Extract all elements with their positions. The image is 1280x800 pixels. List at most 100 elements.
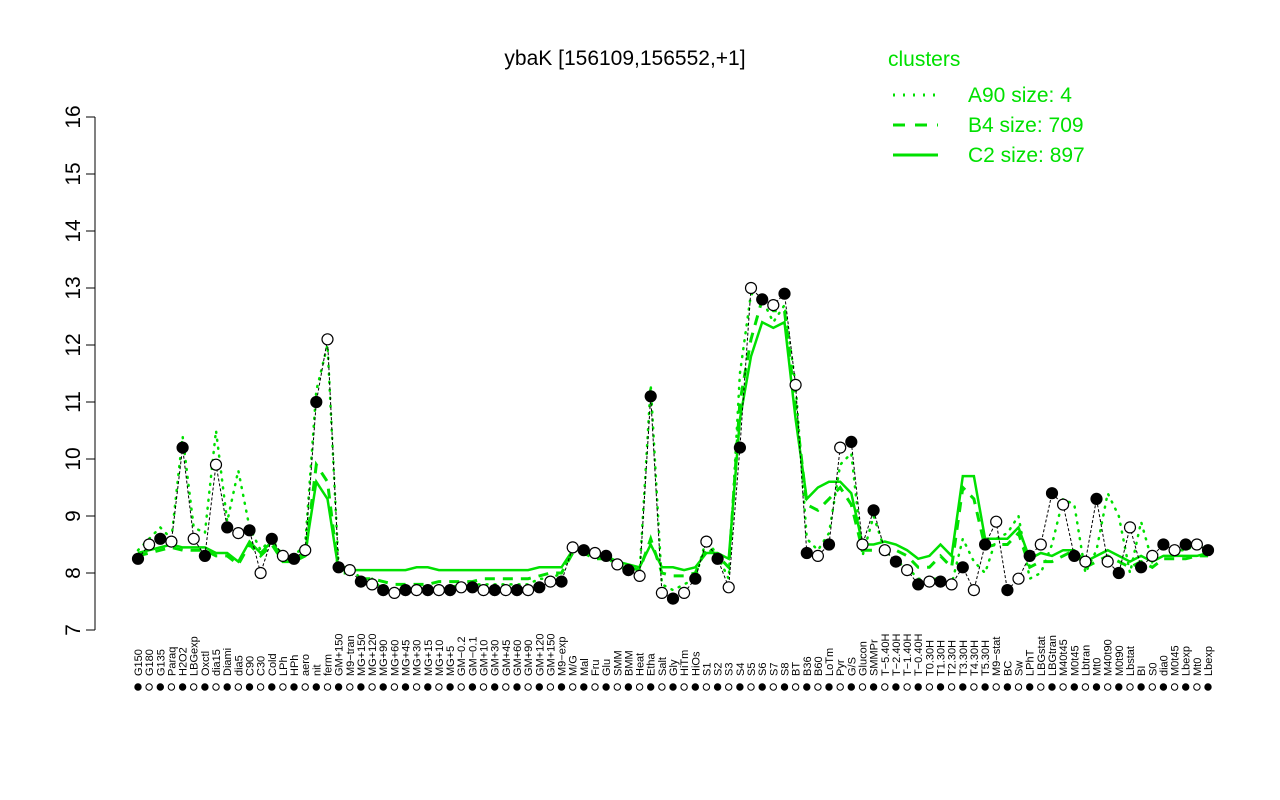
x-tick-label: MG+45	[401, 640, 413, 676]
x-tick-label: Cold	[267, 653, 279, 676]
data-point	[744, 281, 758, 295]
x-marker	[613, 683, 621, 691]
data-point	[243, 524, 256, 537]
x-marker	[803, 683, 811, 691]
x-marker	[814, 683, 822, 691]
x-marker	[791, 683, 800, 691]
x-marker	[312, 683, 320, 691]
x-marker	[279, 683, 287, 691]
x-tick-label: S6	[757, 663, 769, 676]
x-tick-label: Oxctl	[200, 651, 212, 676]
x-tick-label: Lbexp	[1203, 646, 1215, 676]
data-point	[1101, 555, 1114, 568]
data-point	[856, 538, 869, 551]
x-marker	[546, 683, 555, 691]
x-marker	[769, 683, 777, 691]
x-marker	[1026, 683, 1034, 691]
data-point	[299, 544, 312, 557]
x-tick-label: Lbstat	[1125, 646, 1137, 676]
x-tick-label: Sw	[1014, 661, 1026, 676]
x-tick-label: M9−exp	[557, 637, 569, 676]
x-tick-label: G150	[133, 649, 145, 676]
x-marker	[167, 683, 176, 691]
data-point	[666, 592, 680, 605]
x-tick-label: MG+30	[412, 640, 424, 676]
x-marker	[981, 683, 989, 691]
x-tick-label: MG+120	[367, 634, 379, 677]
x-tick-label: M9−stat	[991, 637, 1003, 676]
chart-title: ybaK [156109,156552,+1]	[504, 47, 745, 70]
x-tick-label: Salt	[657, 657, 669, 676]
cluster-line-dashed	[137, 296, 1208, 586]
data-point	[711, 552, 724, 565]
x-tick-label: nit	[311, 664, 323, 676]
x-marker	[858, 683, 867, 691]
data-points	[131, 281, 1215, 605]
data-point	[555, 575, 568, 588]
data-point	[967, 583, 981, 597]
x-marker	[513, 683, 521, 691]
data-point	[1190, 538, 1204, 551]
y-tick-label: 9	[62, 510, 85, 522]
data-point	[343, 563, 356, 577]
data-point	[198, 549, 211, 563]
x-tick-label: Gly	[668, 659, 680, 676]
x-tick-label: HiOs	[690, 651, 702, 676]
x-tick-label: S2	[713, 663, 725, 676]
x-tick-label: HiTm	[679, 650, 691, 676]
data-point	[878, 544, 891, 557]
data-point	[733, 441, 747, 454]
y-tick-label: 8	[62, 567, 85, 579]
data-point	[366, 578, 379, 591]
x-marker	[424, 683, 432, 691]
x-marker	[713, 683, 722, 691]
data-point	[488, 583, 501, 597]
x-tick-label: B36	[802, 656, 814, 676]
data-point	[978, 538, 992, 551]
data-point	[1112, 566, 1125, 580]
y-tick-label: 13	[62, 276, 85, 299]
x-tick-label: M40t45	[1058, 639, 1070, 676]
x-marker	[914, 683, 922, 691]
data-point	[421, 583, 434, 597]
data-point	[822, 538, 836, 551]
x-tick-label: S1	[701, 663, 713, 676]
y-tick-label: 16	[62, 105, 85, 128]
x-marker	[524, 683, 532, 691]
x-tick-label: MG+150	[356, 634, 368, 677]
x-tick-label: HPh	[289, 655, 301, 676]
data-point	[1045, 487, 1059, 500]
data-point	[767, 299, 780, 312]
x-marker	[1148, 683, 1157, 691]
data-point	[154, 532, 167, 545]
x-tick-label: T3.30H	[958, 640, 970, 676]
data-point	[599, 549, 613, 563]
x-marker	[1037, 683, 1045, 691]
x-tick-label: GM−0.1	[467, 637, 479, 676]
x-marker	[557, 683, 566, 691]
x-marker	[847, 683, 855, 691]
data-point	[867, 504, 880, 517]
x-marker	[212, 683, 220, 691]
x-tick-label: MG+10	[434, 640, 446, 676]
x-marker	[635, 683, 644, 691]
x-marker	[903, 683, 911, 691]
x-tick-label: LPh	[278, 656, 290, 676]
legend-label-a90: A90 size: 4	[968, 84, 1072, 107]
x-marker	[535, 683, 543, 691]
cluster-line-solid	[137, 320, 1209, 572]
x-tick-label: Mt0	[1192, 658, 1204, 676]
data-point	[611, 558, 624, 571]
x-tick-label: aero	[300, 654, 312, 676]
cluster-line-dotted	[136, 291, 1210, 592]
x-marker	[368, 683, 376, 691]
data-point	[354, 575, 367, 588]
y-tick-label: 12	[62, 333, 85, 356]
data-point	[845, 435, 858, 448]
data-point	[1146, 549, 1159, 563]
data-point	[789, 378, 802, 391]
x-marker	[658, 683, 666, 691]
data-point	[1157, 538, 1170, 551]
data-point	[566, 541, 579, 554]
x-tick-label: GM+90	[523, 640, 535, 676]
